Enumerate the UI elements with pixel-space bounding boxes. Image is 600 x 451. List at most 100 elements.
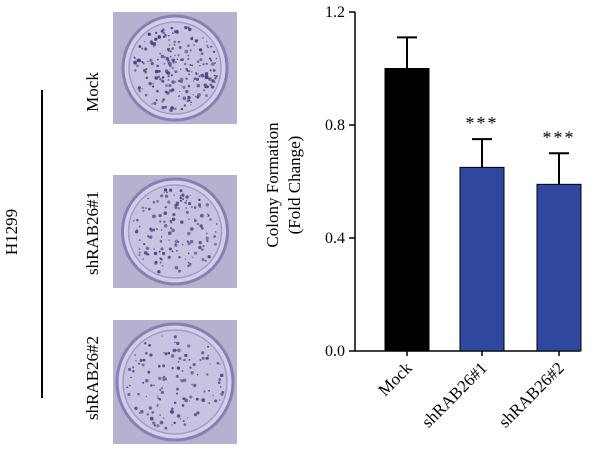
colony-dot xyxy=(187,231,191,236)
colony-dot xyxy=(218,378,221,381)
colony-dot xyxy=(161,387,163,389)
y-tick-label: 0.8 xyxy=(325,117,345,134)
colony-dot xyxy=(198,203,202,207)
colony-dot xyxy=(185,67,189,71)
colony-dot xyxy=(127,367,132,372)
colony-dot xyxy=(143,243,146,246)
colony-dot xyxy=(171,217,176,222)
colony-dot xyxy=(166,57,170,61)
colony-dot xyxy=(187,57,190,61)
colony-dot xyxy=(219,363,221,365)
colony-dot xyxy=(211,62,215,66)
colony-dot xyxy=(163,191,165,194)
colony-dot xyxy=(180,379,182,381)
colony-dot xyxy=(200,73,205,78)
colony-dot xyxy=(198,245,202,250)
colony-dot xyxy=(159,414,161,416)
colony-dot xyxy=(182,85,186,89)
colony-dot xyxy=(180,379,184,383)
colony-dot xyxy=(178,356,182,361)
colony-dot xyxy=(170,106,174,110)
colony-dot xyxy=(192,362,196,367)
colony-dot xyxy=(157,376,162,381)
colony-dot xyxy=(199,224,203,228)
colony-dot xyxy=(157,364,161,368)
colony-dot xyxy=(153,101,157,105)
colony-dot xyxy=(149,40,154,45)
colony-dot xyxy=(149,416,154,421)
colony-dot xyxy=(189,49,192,52)
colony-dot xyxy=(159,388,162,391)
colony-dot xyxy=(207,345,210,348)
colony-dot xyxy=(188,202,192,206)
colony-dot xyxy=(156,228,159,231)
colony-dot xyxy=(212,50,216,54)
colony-dot xyxy=(162,28,165,31)
colony-dot xyxy=(204,259,207,262)
colony-dot xyxy=(127,392,131,397)
colony-dot xyxy=(175,387,180,391)
colony-dot xyxy=(159,240,163,243)
colony-dot xyxy=(148,343,151,347)
colony-dot xyxy=(141,47,144,50)
colony-dot xyxy=(136,64,139,68)
colony-dot xyxy=(163,220,166,223)
colony-dot xyxy=(199,58,203,62)
colony-dot xyxy=(195,73,198,76)
colony-dot xyxy=(142,209,145,212)
colony-dot xyxy=(138,239,141,241)
colony-dot xyxy=(160,29,164,33)
colony-dot xyxy=(171,66,174,70)
colony-dot xyxy=(168,50,170,53)
colony-dot xyxy=(176,392,179,395)
colony-dot xyxy=(137,362,141,365)
colony-dot xyxy=(190,206,193,209)
colony-dot xyxy=(176,341,180,346)
colony-dot xyxy=(205,40,208,43)
colony-dot xyxy=(178,79,181,83)
colony-dot xyxy=(168,34,170,37)
colony-dot xyxy=(187,252,190,255)
colony-dot xyxy=(157,397,160,400)
colony-dot xyxy=(152,42,157,46)
colony-dot xyxy=(163,188,168,192)
colony-dot xyxy=(152,421,156,425)
colony-dot xyxy=(167,200,171,204)
colony-dot xyxy=(208,77,212,81)
colony-dot xyxy=(161,106,165,110)
colony-dot xyxy=(198,48,203,52)
colony-dot xyxy=(190,37,194,41)
colony-dot xyxy=(164,55,166,57)
colony-dot xyxy=(173,40,177,44)
x-tick-label: Mock xyxy=(374,358,416,400)
colony-dot xyxy=(138,45,142,48)
colony-dot xyxy=(161,76,165,79)
dish-image-shrab26-1 xyxy=(113,175,237,288)
colony-dot xyxy=(183,358,186,362)
x-tick-label: shRAB26#2 xyxy=(495,358,568,431)
colony-dot xyxy=(136,58,140,63)
colony-dot xyxy=(173,43,176,46)
colony-dot xyxy=(156,405,159,408)
colony-dot xyxy=(145,68,148,70)
colony-dot xyxy=(163,35,166,39)
colony-dot xyxy=(187,54,190,57)
colony-dot xyxy=(205,74,209,78)
colony-dot xyxy=(190,370,194,375)
colony-dot xyxy=(158,398,162,401)
colony-dot xyxy=(144,93,148,97)
colony-dot xyxy=(210,45,213,48)
colony-dot xyxy=(214,399,218,403)
colony-dot xyxy=(148,235,153,239)
colony-dot xyxy=(174,203,178,207)
colony-dot xyxy=(144,342,147,345)
colony-dot xyxy=(193,413,197,417)
colony-dot xyxy=(164,426,168,430)
colony-dot xyxy=(164,33,167,36)
colony-dot xyxy=(154,76,159,80)
colony-dot xyxy=(158,69,161,73)
colony-dot xyxy=(137,86,141,90)
colony-dot xyxy=(165,84,168,87)
colony-dot xyxy=(209,218,212,221)
colony-dot xyxy=(184,258,186,260)
